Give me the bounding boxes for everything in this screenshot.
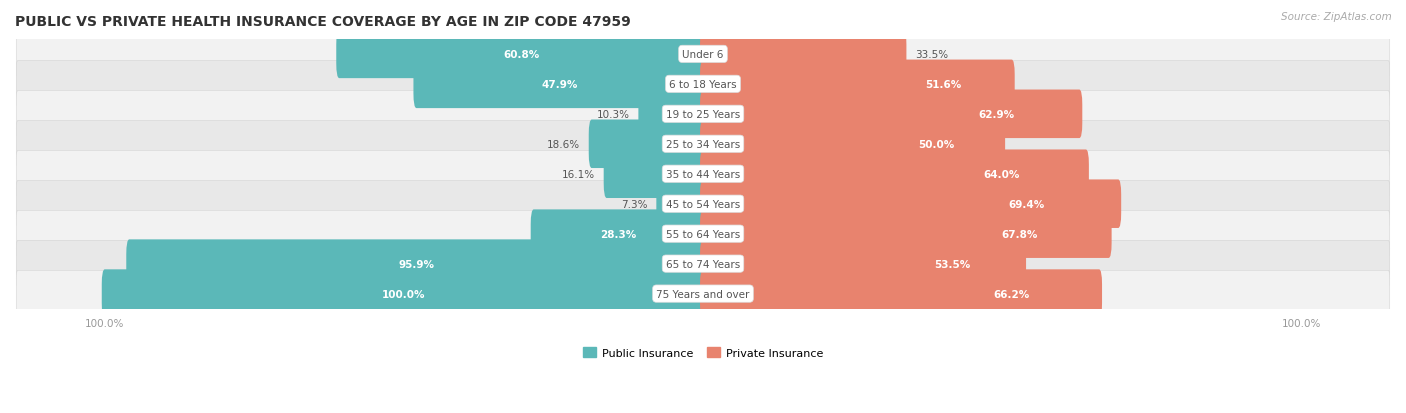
FancyBboxPatch shape — [17, 271, 1389, 317]
Text: 51.6%: 51.6% — [925, 80, 962, 90]
FancyBboxPatch shape — [657, 180, 706, 228]
Text: 64.0%: 64.0% — [983, 169, 1019, 179]
Text: 7.3%: 7.3% — [621, 199, 647, 209]
FancyBboxPatch shape — [700, 240, 1026, 288]
Text: 19 to 25 Years: 19 to 25 Years — [666, 109, 740, 119]
Text: 28.3%: 28.3% — [600, 229, 637, 239]
Text: 50.0%: 50.0% — [918, 140, 955, 150]
Text: 60.8%: 60.8% — [503, 50, 540, 60]
Text: 6 to 18 Years: 6 to 18 Years — [669, 80, 737, 90]
Text: 33.5%: 33.5% — [915, 50, 949, 60]
Text: 55 to 64 Years: 55 to 64 Years — [666, 229, 740, 239]
FancyBboxPatch shape — [530, 210, 706, 258]
Text: Source: ZipAtlas.com: Source: ZipAtlas.com — [1281, 12, 1392, 22]
Text: 100.0%: 100.0% — [382, 289, 426, 299]
FancyBboxPatch shape — [700, 270, 1102, 318]
Text: 25 to 34 Years: 25 to 34 Years — [666, 140, 740, 150]
Text: 62.9%: 62.9% — [979, 109, 1015, 119]
FancyBboxPatch shape — [17, 241, 1389, 287]
FancyBboxPatch shape — [17, 151, 1389, 198]
FancyBboxPatch shape — [413, 60, 706, 109]
FancyBboxPatch shape — [603, 150, 706, 199]
FancyBboxPatch shape — [17, 181, 1389, 228]
Text: 69.4%: 69.4% — [1008, 199, 1045, 209]
Text: 47.9%: 47.9% — [541, 80, 578, 90]
FancyBboxPatch shape — [17, 31, 1389, 78]
FancyBboxPatch shape — [17, 211, 1389, 257]
FancyBboxPatch shape — [638, 90, 706, 139]
Text: 35 to 44 Years: 35 to 44 Years — [666, 169, 740, 179]
Text: Under 6: Under 6 — [682, 50, 724, 60]
FancyBboxPatch shape — [336, 31, 706, 79]
Text: 75 Years and over: 75 Years and over — [657, 289, 749, 299]
FancyBboxPatch shape — [700, 120, 1005, 169]
Text: PUBLIC VS PRIVATE HEALTH INSURANCE COVERAGE BY AGE IN ZIP CODE 47959: PUBLIC VS PRIVATE HEALTH INSURANCE COVER… — [15, 15, 631, 29]
Text: 10.3%: 10.3% — [596, 109, 630, 119]
FancyBboxPatch shape — [700, 90, 1083, 139]
Text: 53.5%: 53.5% — [935, 259, 970, 269]
FancyBboxPatch shape — [700, 180, 1121, 228]
Text: 65 to 74 Years: 65 to 74 Years — [666, 259, 740, 269]
Text: 18.6%: 18.6% — [547, 140, 579, 150]
Text: 67.8%: 67.8% — [1001, 229, 1038, 239]
FancyBboxPatch shape — [101, 270, 706, 318]
Text: 45 to 54 Years: 45 to 54 Years — [666, 199, 740, 209]
Text: 95.9%: 95.9% — [398, 259, 434, 269]
FancyBboxPatch shape — [700, 150, 1088, 199]
FancyBboxPatch shape — [700, 60, 1015, 109]
FancyBboxPatch shape — [127, 240, 706, 288]
Text: 66.2%: 66.2% — [994, 289, 1031, 299]
FancyBboxPatch shape — [17, 91, 1389, 138]
FancyBboxPatch shape — [700, 31, 907, 79]
FancyBboxPatch shape — [17, 61, 1389, 108]
Text: 16.1%: 16.1% — [561, 169, 595, 179]
FancyBboxPatch shape — [589, 120, 706, 169]
Legend: Public Insurance, Private Insurance: Public Insurance, Private Insurance — [579, 343, 827, 363]
FancyBboxPatch shape — [17, 121, 1389, 168]
FancyBboxPatch shape — [700, 210, 1112, 258]
